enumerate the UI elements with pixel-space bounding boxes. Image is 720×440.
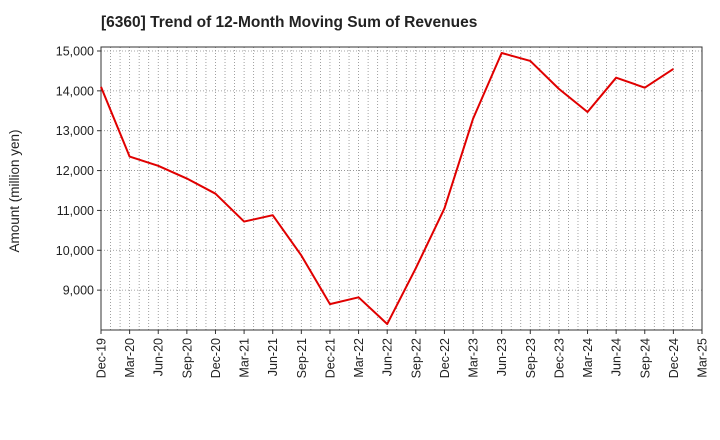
- x-tick-label: Mar-20: [123, 338, 137, 378]
- x-tick-label: Dec-20: [209, 338, 223, 378]
- chart-title: [6360] Trend of 12-Month Moving Sum of R…: [101, 14, 478, 31]
- y-tick-label: 15,000: [56, 44, 94, 58]
- x-tick-label: Mar-21: [238, 338, 252, 378]
- x-tick-label: Sep-23: [524, 338, 538, 378]
- x-tick-label: Dec-22: [438, 338, 452, 378]
- x-tick-label: Jun-23: [495, 338, 509, 376]
- x-tick-label: Dec-23: [552, 338, 566, 378]
- y-tick-label: 12,000: [56, 164, 94, 178]
- y-tick-label: 9,000: [63, 284, 94, 298]
- x-tick-label: Dec-24: [667, 338, 681, 378]
- x-tick-labels: Dec-19 Mar-20 Jun-20 Sep-20 Dec-20 Mar-21 Jun-…: [95, 338, 710, 378]
- x-tick-label: Jun-20: [152, 338, 166, 376]
- x-tick-label: Jun-22: [381, 338, 395, 376]
- y-tick-label: 10,000: [56, 244, 94, 258]
- x-tick-label: Jun-24: [610, 338, 624, 376]
- x-tick-label: Dec-19: [95, 338, 109, 378]
- grid: [101, 47, 702, 330]
- x-tick-label: Mar-24: [581, 338, 595, 378]
- x-tick-label: Jun-21: [266, 338, 280, 376]
- plot-frame: [100, 46, 703, 331]
- x-tick-label: Sep-24: [638, 338, 652, 378]
- axes: [97, 46, 703, 334]
- x-tick-label: Sep-21: [295, 338, 309, 378]
- y-tick-label: 11,000: [57, 204, 94, 218]
- y-tick-label: 13,000: [56, 124, 94, 138]
- y-tick-labels: 9,000 10,000 11,000 12,000 13,000 14,000 15,00…: [56, 44, 94, 297]
- x-tick-label: Sep-20: [180, 338, 194, 378]
- y-tick-label: 14,000: [56, 84, 94, 98]
- x-tick-label: Mar-25: [696, 338, 710, 378]
- x-tick-label: Sep-22: [409, 338, 423, 378]
- series-layer: [100, 51, 674, 326]
- series-line: [100, 51, 674, 326]
- x-tick-label: Dec-21: [323, 338, 337, 378]
- x-tick-label: Mar-22: [352, 338, 366, 378]
- x-tick-label: Mar-23: [467, 338, 481, 378]
- y-axis-title: Amount (million yen): [7, 129, 22, 252]
